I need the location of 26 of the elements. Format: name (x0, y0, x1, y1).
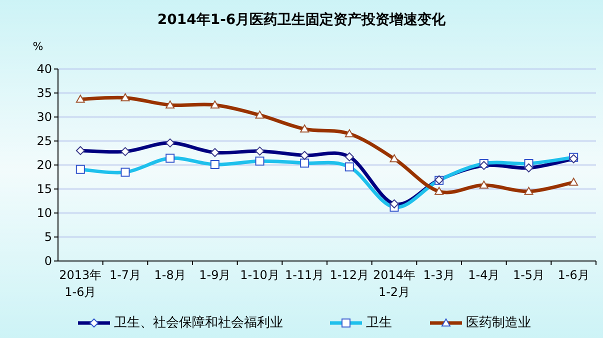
x-tick-label: 1-4月 (468, 268, 500, 282)
legend-label: 医药制造业 (466, 316, 531, 330)
y-tick-label: 10 (36, 206, 52, 220)
x-tick-label: 1-10月 (240, 268, 280, 282)
legend-label: 卫生、社会保障和社会福利业 (114, 316, 283, 330)
y-tick-label: 20 (36, 158, 52, 172)
x-tick-label: 1-8月 (154, 268, 186, 282)
chart-title: 2014年1-6月医药卫生固定资产投资增速变化 (157, 11, 447, 28)
y-tick-label: 30 (36, 110, 52, 124)
x-tick-label: 1-6月 (558, 268, 590, 282)
y-tick-label: 25 (36, 134, 52, 148)
x-tick-label: 2013年 1-6月 (59, 268, 102, 299)
y-axis-title: % (32, 40, 44, 53)
x-tick-label: 1-12月 (330, 268, 370, 282)
y-tick-label: 35 (36, 86, 52, 100)
y-tick-label: 40 (36, 62, 52, 76)
x-tick-label: 2014年 1-2月 (372, 268, 416, 299)
x-tick-label: 1-11月 (284, 268, 324, 282)
x-tick-label: 1-5月 (512, 268, 545, 282)
x-tick-label: 1-7月 (109, 268, 142, 282)
y-tick-label: 15 (36, 182, 52, 196)
legend-label: 卫生 (366, 316, 392, 330)
x-tick-label: 1-9月 (199, 268, 231, 282)
x-tick-label: 1-3月 (423, 268, 455, 282)
y-tick-label: 0 (44, 254, 52, 268)
y-tick-label: 5 (44, 230, 52, 244)
